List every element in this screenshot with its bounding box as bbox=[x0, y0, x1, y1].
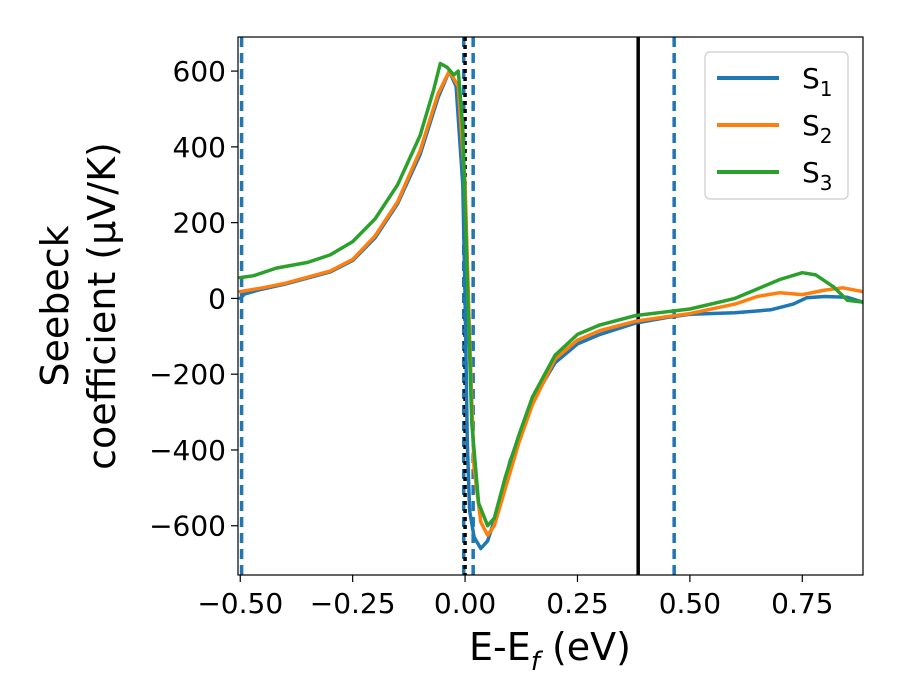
x-tick-label: 0.00 bbox=[434, 587, 496, 620]
y-tick-label: −200 bbox=[149, 358, 226, 391]
series-line-S2 bbox=[238, 69, 863, 537]
x-axis-label: E-Ef (eV) bbox=[469, 625, 631, 677]
series-line-S3 bbox=[238, 61, 863, 528]
y-axis-ticks: −600 −400 −200 0 200 400 600 bbox=[149, 55, 238, 543]
x-tick-label: −0.25 bbox=[310, 587, 396, 620]
y-tick-label: 600 bbox=[173, 55, 226, 88]
x-tick-label: 0.25 bbox=[546, 587, 608, 620]
legend: S1 S2 S3 bbox=[704, 51, 849, 200]
x-tick-label: 0.75 bbox=[771, 587, 833, 620]
data-series bbox=[238, 61, 863, 551]
x-axis-ticks: −0.50 −0.25 0.00 0.25 0.50 0.75 bbox=[197, 575, 833, 620]
y-tick-label: −600 bbox=[149, 510, 226, 543]
legend-label-S1: S1 bbox=[802, 62, 833, 101]
y-axis-label-line1: Seebeck bbox=[33, 225, 77, 386]
legend-label-S2: S2 bbox=[802, 109, 833, 148]
legend-label-S3: S3 bbox=[802, 156, 833, 195]
y-tick-label: 0 bbox=[208, 282, 226, 315]
y-axis-label: Seebeck coefficient (μV/K) bbox=[33, 142, 124, 470]
y-tick-label: 200 bbox=[173, 207, 226, 240]
plot-area-frame bbox=[237, 36, 864, 576]
x-tick-label: −0.50 bbox=[197, 587, 283, 620]
x-tick-label: 0.50 bbox=[659, 587, 721, 620]
y-tick-label: 400 bbox=[173, 131, 226, 164]
y-axis-label-line2: coefficient (μV/K) bbox=[80, 142, 124, 470]
y-tick-label: −400 bbox=[149, 434, 226, 467]
